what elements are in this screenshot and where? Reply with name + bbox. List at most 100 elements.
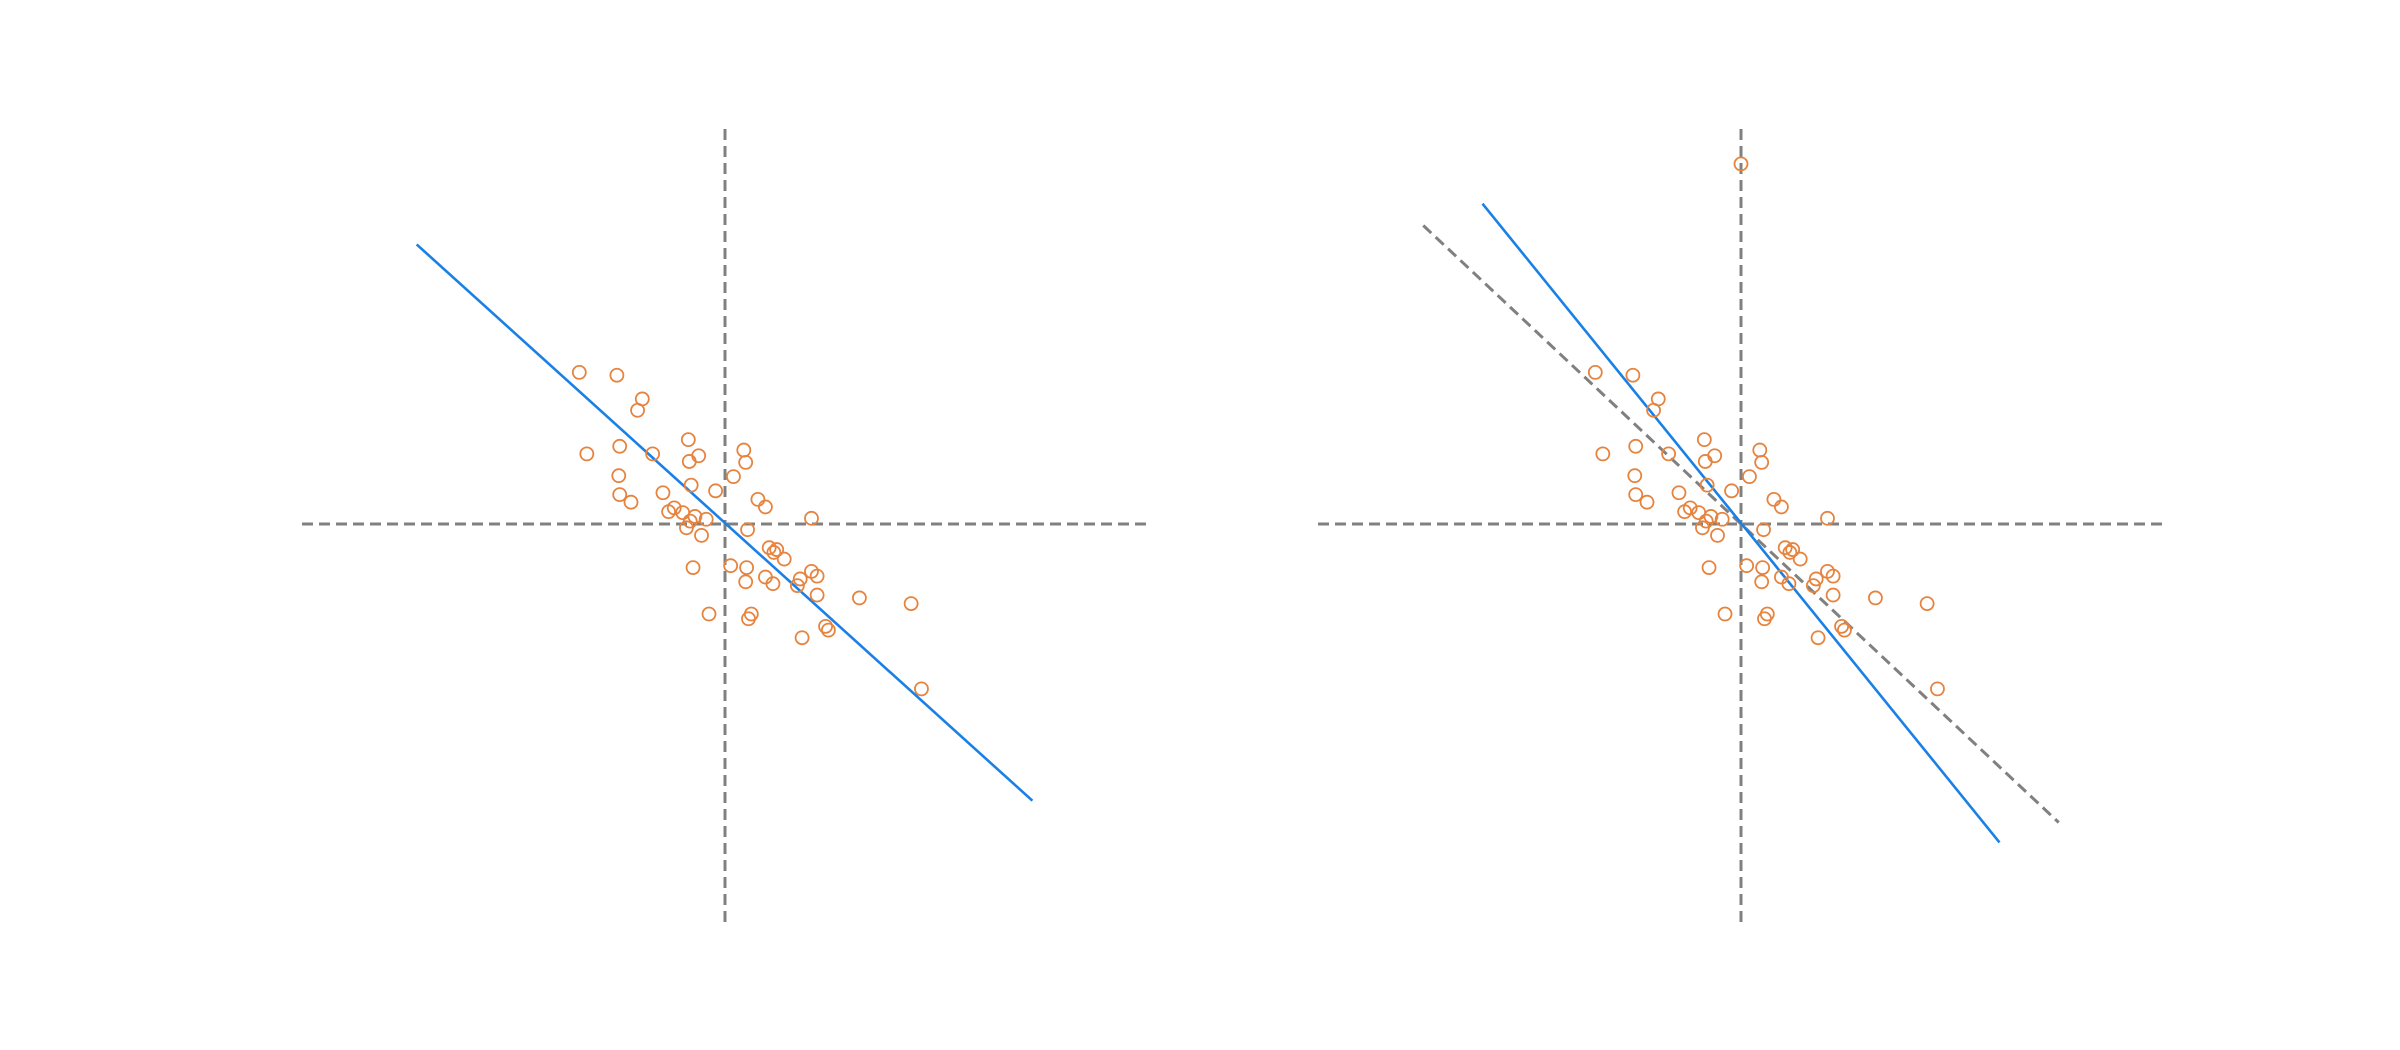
data-point	[804, 510, 819, 526]
left-scatter-panel	[302, 126, 1148, 922]
data-point	[809, 587, 825, 603]
data-point	[681, 454, 697, 469]
data-point	[1671, 485, 1687, 501]
data-point	[611, 468, 627, 484]
data-point	[1825, 587, 1841, 603]
data-point	[1710, 527, 1725, 543]
data-point	[683, 477, 699, 493]
data-point	[609, 367, 625, 383]
data-point	[701, 606, 717, 622]
data-point	[1699, 477, 1715, 493]
data-point	[1792, 551, 1808, 567]
data-point	[685, 560, 701, 575]
data-point	[1661, 446, 1677, 462]
data-point	[776, 551, 792, 567]
fit-line	[415, 243, 1034, 802]
data-point	[1697, 454, 1713, 469]
data-point	[1695, 520, 1710, 536]
data-point	[750, 491, 766, 507]
data-point	[766, 545, 782, 560]
data-point	[1701, 560, 1717, 575]
data-point	[1756, 522, 1771, 538]
data-point	[739, 560, 755, 575]
data-point	[741, 611, 756, 627]
data-point	[630, 402, 645, 418]
data-point	[809, 568, 825, 584]
data-point	[765, 576, 781, 592]
data-point	[1930, 681, 1945, 697]
data-point	[694, 527, 709, 543]
data-point	[738, 455, 754, 470]
data-point	[736, 442, 752, 458]
data-point	[1639, 494, 1655, 510]
fit-line	[1481, 202, 2001, 844]
data-point	[852, 590, 867, 606]
data-point	[1754, 574, 1770, 590]
data-point	[1627, 468, 1643, 484]
data-point	[758, 499, 773, 515]
data-point	[1754, 455, 1770, 470]
data-point	[1628, 438, 1644, 454]
data-point	[1782, 545, 1798, 560]
data-point	[1739, 558, 1755, 574]
data-point	[1595, 446, 1611, 462]
data-point	[661, 504, 676, 520]
data-point	[1919, 596, 1935, 611]
data-point	[903, 596, 919, 611]
data-point	[1810, 630, 1826, 646]
data-point	[1781, 576, 1797, 592]
data-point	[679, 520, 694, 536]
data-point	[1808, 571, 1824, 587]
data-point	[769, 542, 785, 557]
data-point	[738, 574, 754, 590]
data-point	[1825, 568, 1841, 584]
data-point	[612, 438, 628, 454]
data-point	[1757, 611, 1772, 627]
data-point	[1587, 364, 1603, 380]
data-point	[1834, 618, 1849, 634]
data-point	[761, 540, 777, 556]
data-point	[698, 511, 714, 527]
data-point	[1785, 542, 1801, 557]
right-scatter-panel	[1318, 126, 2164, 922]
data-point	[645, 446, 661, 462]
data-point	[1707, 448, 1723, 464]
data-point	[1766, 491, 1782, 507]
data-point	[821, 622, 836, 638]
data-point	[1696, 432, 1712, 448]
data-point	[740, 522, 755, 538]
data-point	[792, 571, 808, 587]
data-point	[1724, 483, 1739, 499]
data-point	[612, 487, 628, 503]
data-point	[1755, 560, 1771, 575]
data-point	[1837, 622, 1852, 638]
data-point	[1717, 606, 1733, 622]
data-point	[708, 483, 723, 499]
data-point	[1625, 367, 1641, 383]
data-point	[1628, 487, 1644, 503]
data-point	[1742, 469, 1757, 485]
data-point	[1820, 510, 1835, 526]
data-point	[1733, 156, 1749, 172]
data-point	[655, 485, 671, 501]
data-point	[579, 446, 595, 462]
data-point	[623, 494, 639, 510]
data-point	[1805, 578, 1821, 593]
data-point	[571, 364, 587, 380]
data-point	[1677, 504, 1692, 520]
data-point	[1752, 442, 1768, 458]
data-point	[1774, 499, 1789, 515]
data-point	[1868, 590, 1883, 606]
data-point	[680, 432, 696, 448]
data-point	[1777, 540, 1793, 556]
data-point	[914, 681, 929, 697]
data-point	[794, 630, 810, 646]
data-point	[691, 448, 707, 464]
data-point	[1703, 509, 1719, 524]
data-point	[723, 558, 739, 574]
data-point	[1714, 511, 1730, 527]
data-point	[789, 578, 805, 593]
data-point	[1646, 402, 1661, 418]
data-point	[818, 618, 833, 634]
